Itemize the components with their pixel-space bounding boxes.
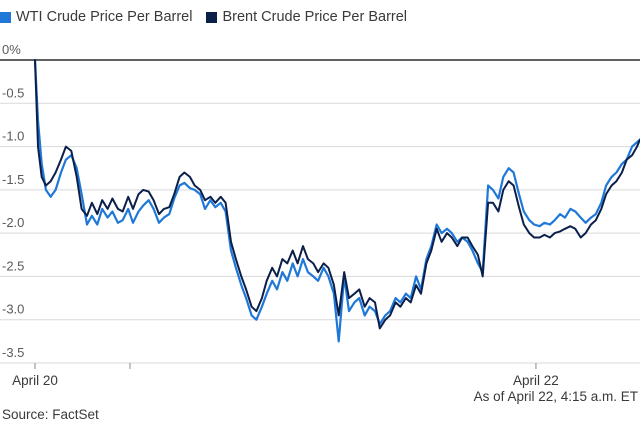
series-line-wti — [33, 58, 640, 343]
y-tick-label: -1.0 — [2, 129, 24, 144]
legend-label-brent: Brent Crude Price Per Barrel — [222, 9, 408, 25]
y-tick-label: -1.5 — [2, 172, 24, 187]
y-tick-label: -2.0 — [2, 215, 24, 230]
y-tick-label: -3.5 — [2, 345, 24, 360]
timestamp-note: As of April 22, 4:15 a.m. ET — [473, 389, 638, 404]
y-tick-label: -0.5 — [2, 85, 24, 100]
legend-label-wti: WTI Crude Price Per Barrel — [16, 9, 193, 25]
chart-legend: WTI Crude Price Per Barrel Brent Crude P… — [0, 6, 407, 28]
legend-swatch-brent — [206, 11, 218, 23]
x-tick-label: April 20 — [12, 373, 58, 388]
legend-swatch-wti — [0, 11, 11, 23]
series-line-brent — [34, 59, 640, 330]
x-tick-label: April 22 — [513, 373, 559, 388]
y-tick-label: -2.5 — [2, 258, 24, 273]
legend-item-wti: WTI Crude Price Per Barrel — [0, 9, 192, 25]
legend-item-brent: Brent Crude Price Per Barrel — [206, 9, 407, 25]
y-tick-label: -3.0 — [2, 302, 24, 317]
source-note: Source: FactSet — [2, 407, 99, 422]
y-tick-label: 0% — [2, 42, 21, 57]
